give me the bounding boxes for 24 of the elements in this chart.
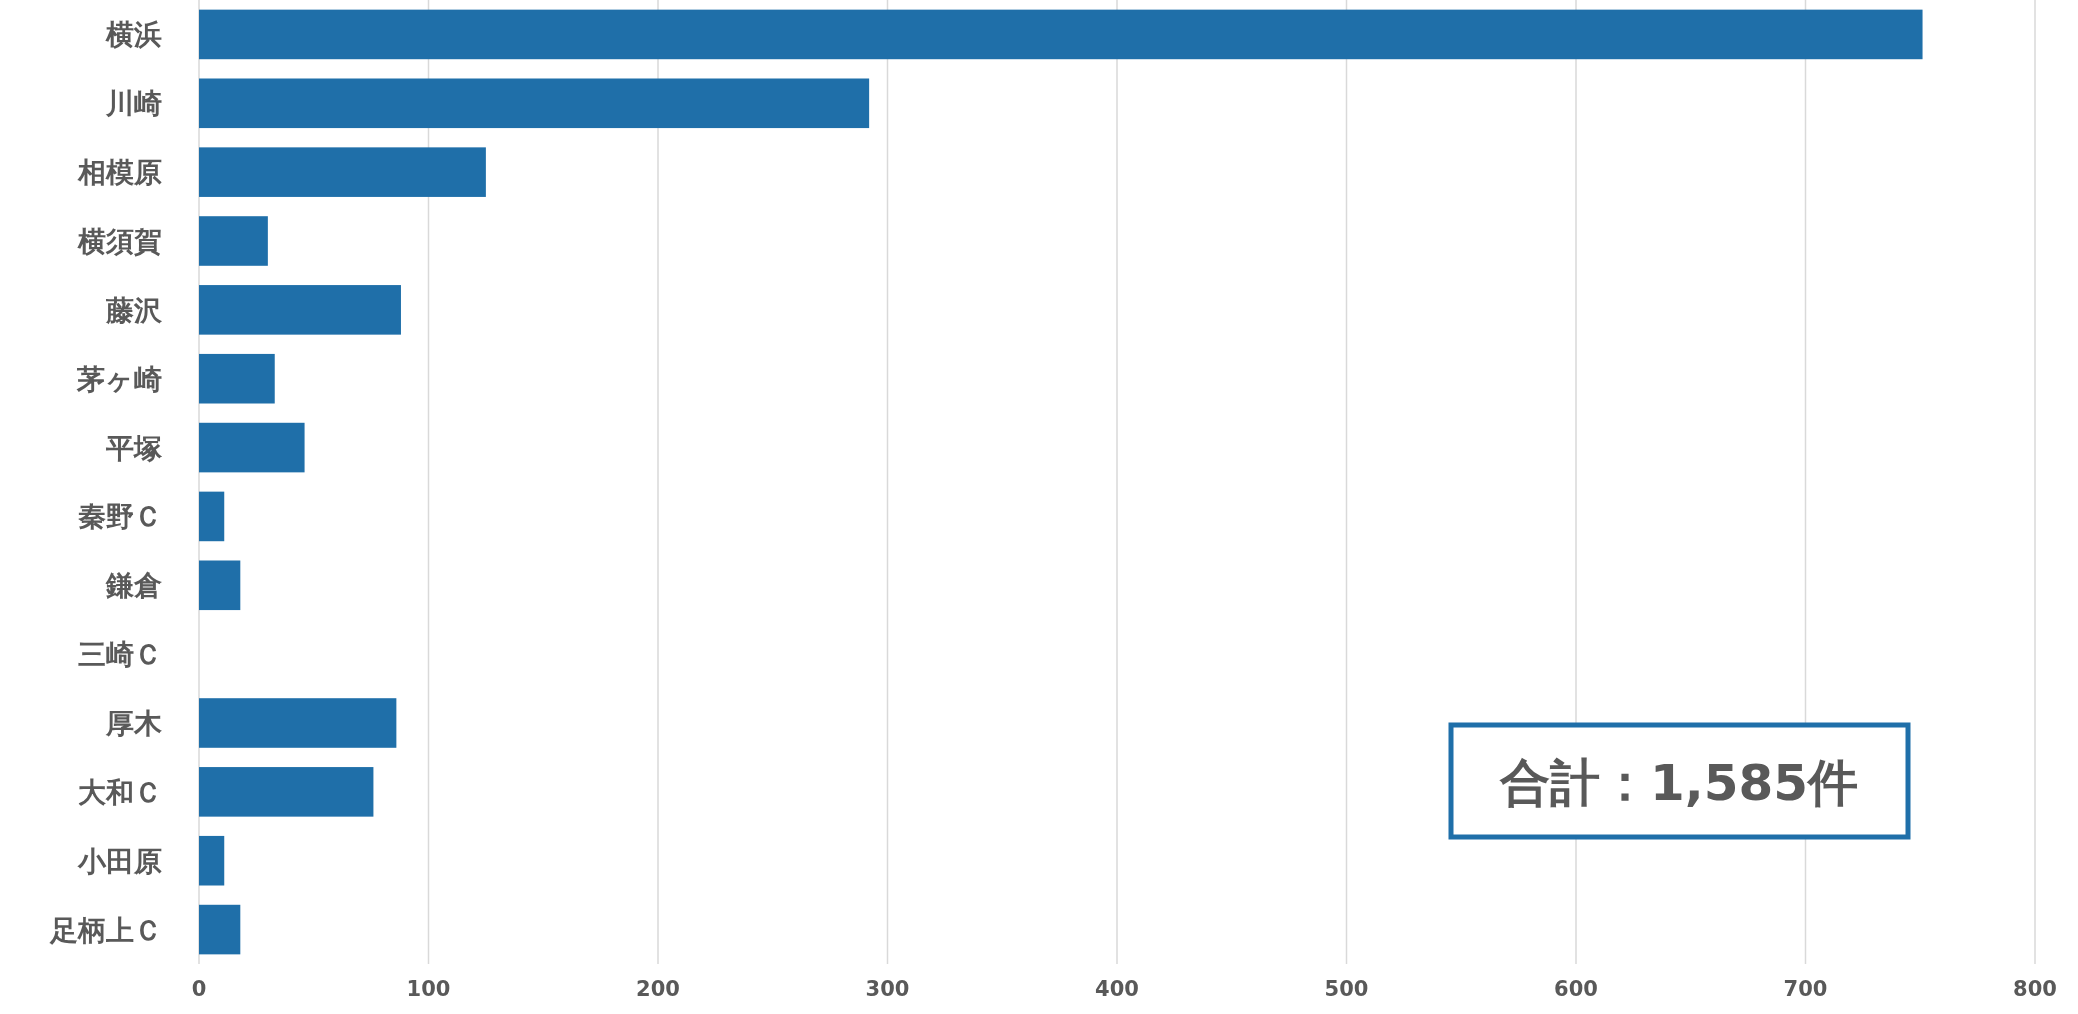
y-tick: 小田原 [78, 844, 162, 878]
y-tick: 横浜 [106, 18, 162, 52]
x-tick: 600 [1554, 977, 1598, 1001]
y-tick: 秦野Ｃ [78, 500, 162, 534]
y-tick: 茅ヶ崎 [77, 362, 162, 396]
y-tick: 川崎 [106, 87, 162, 121]
y-tick: 足柄上Ｃ [50, 913, 162, 947]
x-tick: 800 [2013, 977, 2057, 1001]
x-tick: 0 [191, 977, 207, 1001]
x-tick: 500 [1324, 977, 1369, 1001]
y-tick: 鎌倉 [106, 569, 162, 603]
y-tick: 平塚 [106, 431, 162, 465]
y-tick: 大和Ｃ [78, 775, 162, 809]
y-tick: 横須賀 [78, 225, 162, 258]
y-tick: 藤沢 [106, 293, 162, 327]
annotation: 合計：1,585件 [1499, 754, 1859, 812]
y-tick: 三崎Ｃ [78, 638, 162, 672]
x-tick: 700 [1783, 977, 1828, 1001]
x-tick: 200 [636, 977, 680, 1001]
x-tick: 400 [1095, 977, 1139, 1001]
x-tick: 100 [406, 977, 451, 1001]
y-tick: 厚木 [106, 707, 162, 740]
x-tick: 300 [865, 977, 910, 1001]
y-tick: 相模原 [78, 156, 162, 190]
